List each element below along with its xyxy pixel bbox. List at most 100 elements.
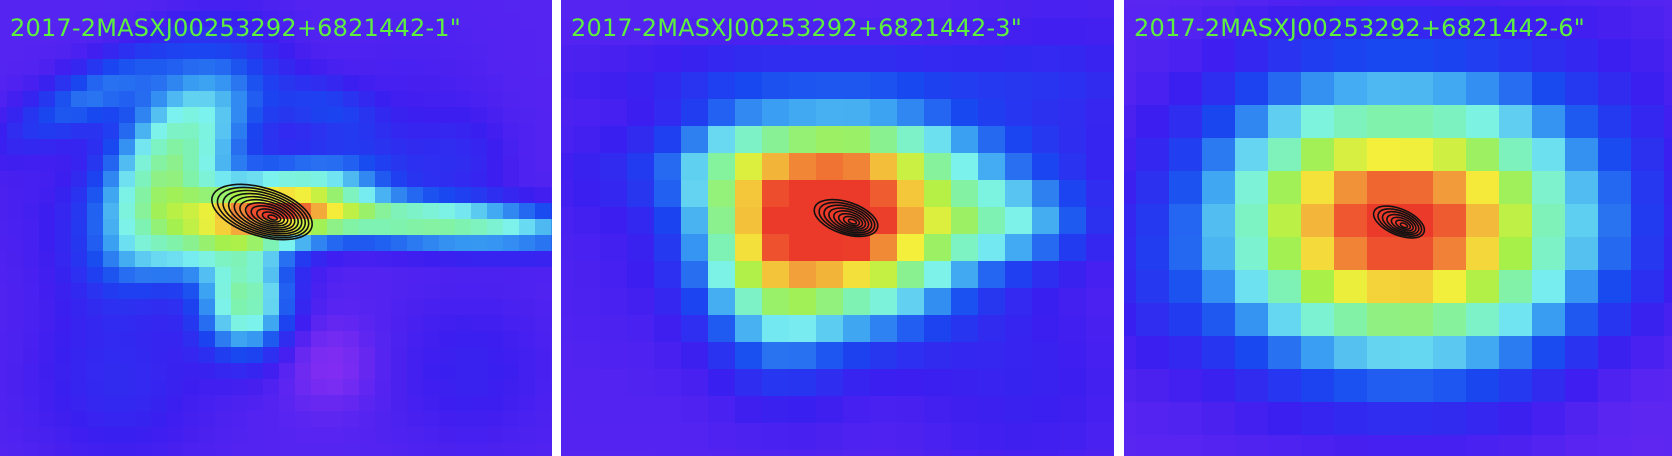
map-pixel: [135, 11, 152, 28]
map-pixel: [519, 107, 536, 124]
map-pixel: [23, 11, 40, 28]
map-pixel: [375, 123, 392, 140]
map-pixel: [87, 0, 104, 12]
map-pixel: [279, 251, 296, 268]
map-pixel: [359, 11, 376, 28]
map-pixel: [231, 347, 248, 364]
map-pixel: [487, 427, 504, 444]
map-pixel: [215, 139, 232, 156]
map-pixel: [23, 187, 40, 204]
map-pixel: [359, 283, 376, 300]
map-pixel: [295, 379, 312, 396]
map-pixel: [551, 91, 552, 108]
map-pixel: [119, 187, 136, 204]
map-pixel: [1113, 396, 1114, 424]
map-pixel: [23, 331, 40, 348]
map-pixel: [151, 363, 168, 380]
map-pixel: [1124, 6, 1137, 40]
map-pixel: [215, 379, 232, 396]
map-pixel: [1367, 369, 1401, 403]
map-pixel: [295, 123, 312, 140]
map-pixel: [1202, 270, 1236, 304]
map-pixel: [375, 107, 392, 124]
map-pixel: [503, 171, 520, 188]
map-pixel: [951, 234, 979, 262]
map-pixel: [167, 363, 184, 380]
map-pixel: [1059, 288, 1087, 316]
map-pixel: [487, 171, 504, 188]
map-pixel: [423, 155, 440, 172]
map-pixel: [487, 363, 504, 380]
map-pixel: [1202, 6, 1236, 40]
map-pixel: [1466, 270, 1500, 304]
map-pixel: [263, 43, 280, 60]
map-pixel: [263, 283, 280, 300]
map-pixel: [279, 171, 296, 188]
map-pixel: [1032, 18, 1060, 46]
map-pixel: [7, 331, 24, 348]
map-pixel: [167, 155, 184, 172]
map-pixel: [1059, 180, 1087, 208]
map-pixel: [311, 27, 328, 44]
map-pixel: [487, 219, 504, 236]
map-pixel: [1005, 423, 1033, 451]
map-pixel: [103, 107, 120, 124]
map-pixel: [1113, 450, 1114, 456]
map-pixel: [1032, 396, 1060, 424]
map-pixel: [327, 283, 344, 300]
map-pixel: [87, 395, 104, 412]
map-pixel: [215, 0, 232, 12]
map-pixel: [1086, 450, 1114, 456]
map-pixel: [391, 251, 408, 268]
map-pixel: [407, 107, 424, 124]
map-pixel: [231, 27, 248, 44]
map-pixel: [151, 107, 168, 124]
map-pixel: [71, 411, 88, 428]
map-pixel: [573, 234, 601, 262]
map-pixel: [407, 0, 424, 12]
map-pixel: [183, 219, 200, 236]
map-pixel: [1059, 153, 1087, 181]
map-pixel: [535, 283, 552, 300]
map-pixel: [39, 427, 56, 444]
map-pixel: [375, 0, 392, 12]
map-pixel: [0, 443, 8, 456]
map-pixel: [407, 299, 424, 316]
map-pixel: [39, 363, 56, 380]
map-pixel: [0, 251, 8, 268]
map-pixel: [1598, 72, 1632, 106]
map-pixel: [1086, 126, 1114, 154]
contour-overlay: [813, 198, 879, 238]
map-pixel: [7, 187, 24, 204]
map-pixel: [375, 443, 392, 456]
map-pixel: [627, 207, 655, 235]
map-pixel: [407, 443, 424, 456]
map-pixel: [199, 0, 216, 12]
map-pixel: [151, 331, 168, 348]
map-pixel: [55, 75, 72, 92]
map-pixel: [471, 171, 488, 188]
map-pixel: [681, 72, 709, 100]
map-pixel: [359, 251, 376, 268]
map-pixel: [519, 411, 536, 428]
map-pixel: [1400, 237, 1434, 271]
map-pixel: [423, 331, 440, 348]
map-pixel: [735, 0, 763, 19]
map-pixel: [1124, 336, 1137, 370]
map-pixel: [279, 75, 296, 92]
map-pixel: [0, 139, 8, 156]
map-pixel: [263, 75, 280, 92]
map-pixel: [359, 411, 376, 428]
map-pixel: [151, 59, 168, 76]
map-pixel: [279, 283, 296, 300]
map-pixel: [551, 139, 552, 156]
map-pixel: [1367, 237, 1401, 271]
map-pixel: [439, 123, 456, 140]
map-pixel: [843, 180, 871, 208]
map-pixel: [55, 251, 72, 268]
map-pixel: [816, 288, 844, 316]
panel-3arcsec: 2017-2MASXJ00253292+6821442-3": [561, 0, 1114, 456]
map-pixel: [535, 75, 552, 92]
map-pixel: [600, 126, 628, 154]
map-pixel: [924, 72, 952, 100]
